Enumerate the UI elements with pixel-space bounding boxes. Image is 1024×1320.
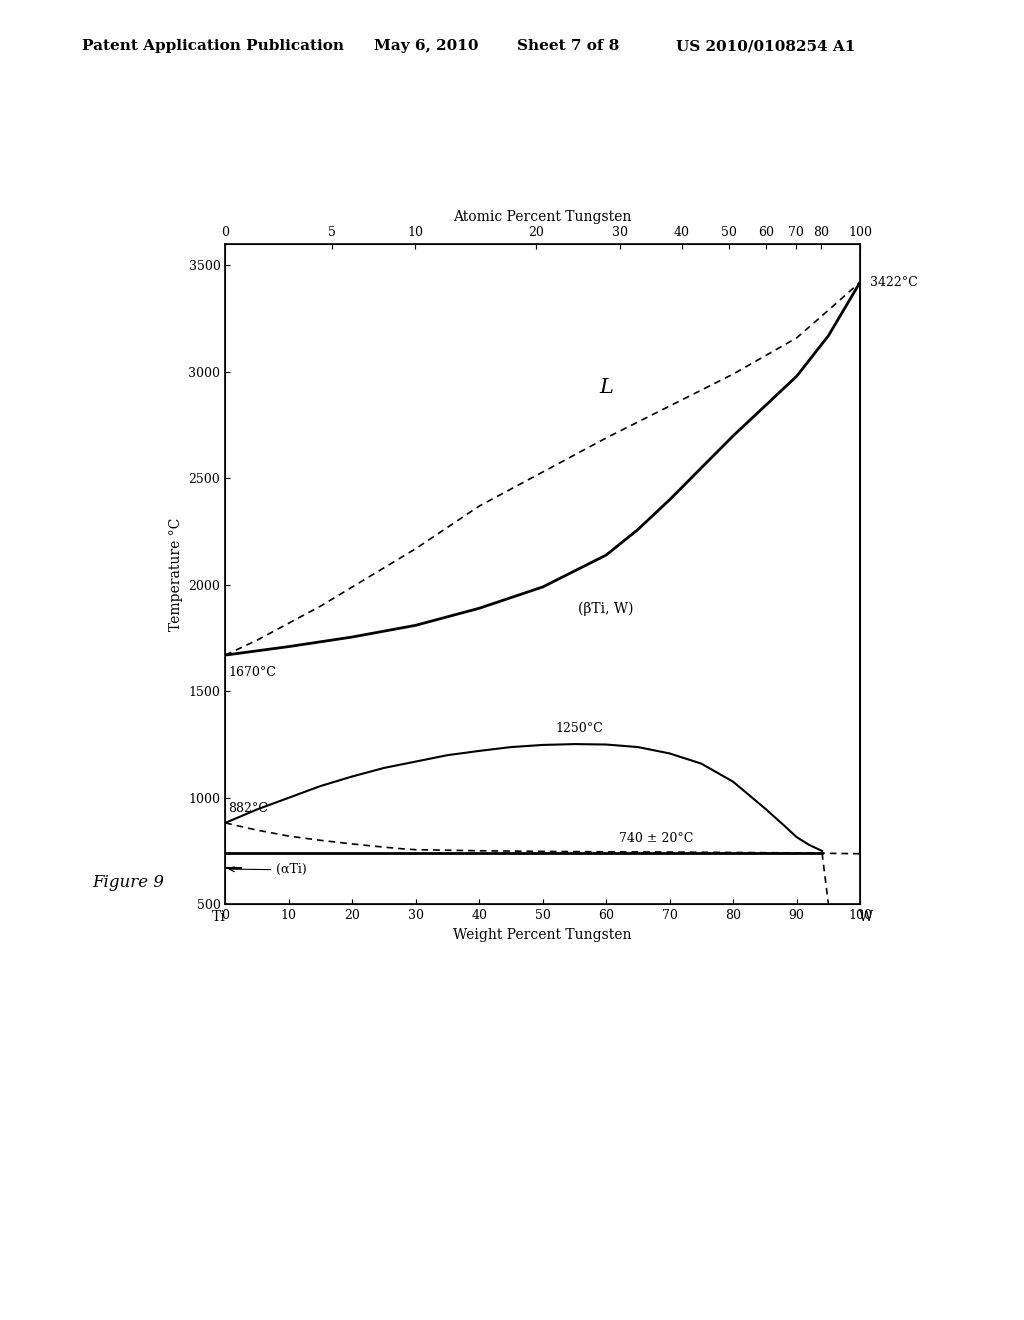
Text: US 2010/0108254 A1: US 2010/0108254 A1 (676, 40, 855, 53)
Text: (βTi, W): (βTi, W) (579, 601, 634, 615)
X-axis label: Atomic Percent Tungsten: Atomic Percent Tungsten (454, 210, 632, 224)
Text: 882°C: 882°C (228, 801, 268, 814)
Text: May 6, 2010: May 6, 2010 (374, 40, 478, 53)
X-axis label: Weight Percent Tungsten: Weight Percent Tungsten (454, 928, 632, 941)
Text: 740 ± 20°C: 740 ± 20°C (618, 833, 693, 845)
Text: Sheet 7 of 8: Sheet 7 of 8 (517, 40, 620, 53)
Text: (αTi): (αTi) (229, 863, 307, 876)
Y-axis label: Temperature °C: Temperature °C (169, 517, 183, 631)
Text: 1670°C: 1670°C (228, 665, 276, 678)
Text: Figure 9: Figure 9 (92, 874, 164, 891)
Text: Ti: Ti (212, 909, 226, 924)
Text: Patent Application Publication: Patent Application Publication (82, 40, 344, 53)
Text: 1250°C: 1250°C (555, 722, 603, 735)
Text: L: L (599, 379, 613, 397)
Text: 3422°C: 3422°C (869, 276, 918, 289)
Text: W: W (859, 909, 873, 924)
